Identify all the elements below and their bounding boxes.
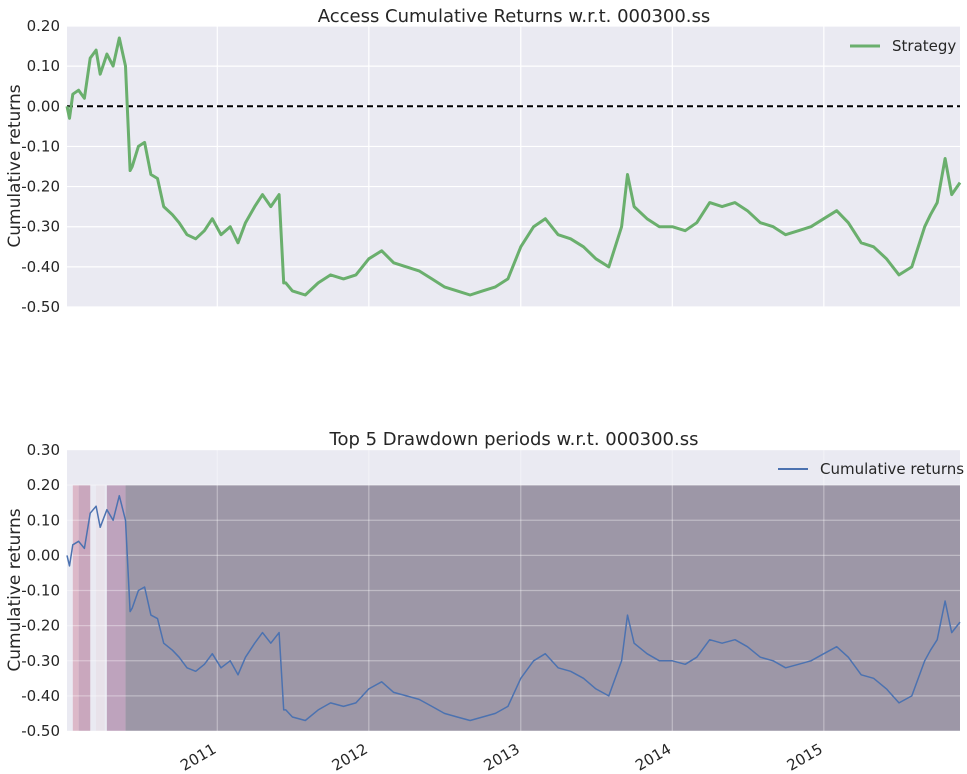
strategy-line xyxy=(65,36,962,297)
top-y-tick-label: -0.50 xyxy=(21,298,60,316)
bottom-y-tick-label: -0.50 xyxy=(21,722,60,740)
bottom-x-tick-label: 2012 xyxy=(329,740,371,774)
top-chart: Access Cumulative Returns w.r.t. 000300.… xyxy=(5,6,962,316)
bottom-y-tick-label: 0.30 xyxy=(27,441,60,459)
drawdown-period-2 xyxy=(78,485,91,731)
bottom-legend: Cumulative returns xyxy=(778,460,964,478)
bottom-y-tick-label: 0.20 xyxy=(27,476,60,494)
top-y-tick-label: 0.00 xyxy=(27,97,60,115)
bottom-y-tick-labels: 0.30 0.20 0.10 0.00 -0.10 -0.20 -0.30 -0.40 -0.5… xyxy=(21,441,60,740)
top-y-tick-label: 0.10 xyxy=(27,57,60,75)
bottom-y-tick-label: -0.30 xyxy=(21,652,60,670)
top-y-tick-label: -0.20 xyxy=(21,178,60,196)
top-legend: Strategy xyxy=(850,37,956,55)
drawdown-period-3 xyxy=(96,485,105,731)
drawdown-shaded-periods xyxy=(72,485,960,731)
legend-label-strategy: Strategy xyxy=(892,37,956,55)
top-gridlines xyxy=(67,25,960,308)
drawdown-period-1 xyxy=(72,485,79,731)
bottom-y-tick-label: -0.40 xyxy=(21,687,60,705)
bottom-chart: Top 5 Drawdown periods w.r.t. 000300.ss … xyxy=(5,429,964,774)
bottom-y-axis-label: Cumulative returns xyxy=(5,508,25,671)
bottom-y-tick-label: -0.20 xyxy=(21,617,60,635)
top-y-axis-label: Cumulative returns xyxy=(5,84,25,247)
cumulative-returns-line xyxy=(66,494,961,722)
drawdown-period-5 xyxy=(125,485,960,731)
bottom-x-tick-label: 2014 xyxy=(632,740,674,774)
bottom-x-tick-label: 2015 xyxy=(784,740,826,774)
top-y-tick-labels: 0.20 0.10 0.00 -0.10 -0.20 -0.30 -0.40 -0.50 xyxy=(21,17,60,316)
top-y-tick-label: -0.30 xyxy=(21,218,60,236)
top-plot-area xyxy=(67,26,960,307)
bottom-x-tick-label: 2013 xyxy=(481,740,523,774)
bottom-y-tick-label: -0.10 xyxy=(21,582,60,600)
bottom-y-tick-label: 0.00 xyxy=(27,546,60,564)
top-y-tick-label: 0.20 xyxy=(27,17,60,35)
drawdown-period-4 xyxy=(106,485,126,731)
legend-label-cumulative-returns: Cumulative returns xyxy=(820,460,964,478)
bottom-x-tick-label: 2011 xyxy=(177,740,219,774)
bottom-x-tick-labels: 2011 2012 2013 2014 2015 xyxy=(177,740,826,774)
top-y-tick-label: -0.10 xyxy=(21,137,60,155)
top-chart-title: Access Cumulative Returns w.r.t. 000300.… xyxy=(318,6,711,27)
bottom-y-tick-label: 0.10 xyxy=(27,511,60,529)
bottom-chart-title: Top 5 Drawdown periods w.r.t. 000300.ss xyxy=(329,429,699,450)
top-y-tick-label: -0.40 xyxy=(21,258,60,276)
